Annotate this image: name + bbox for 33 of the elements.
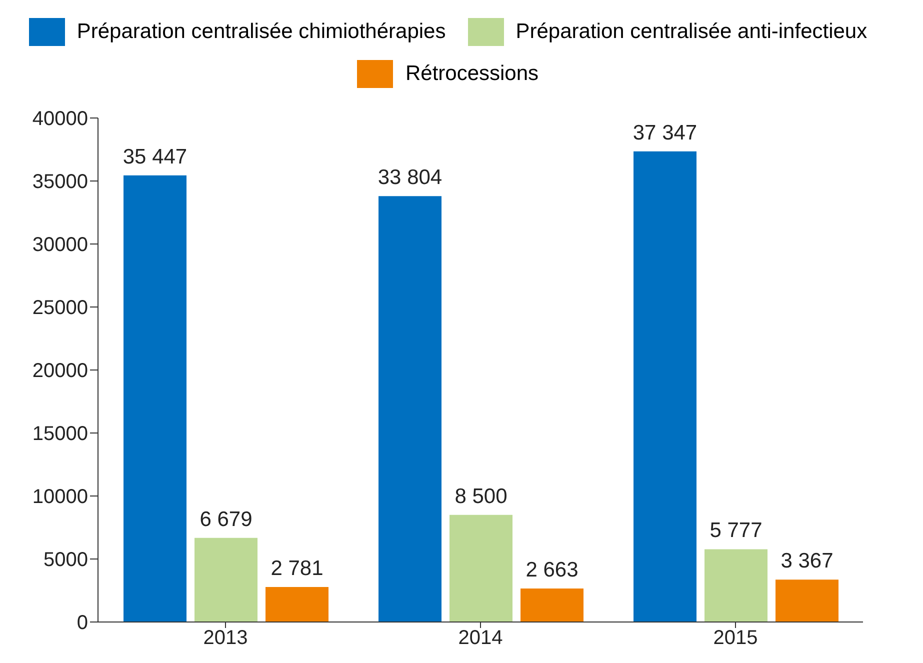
- y-tick-label: 35000: [32, 171, 88, 194]
- y-tick-label: 25000: [32, 297, 88, 320]
- bar: [266, 586, 328, 622]
- bar: [634, 151, 696, 622]
- data-label: 6 679: [200, 508, 252, 531]
- x-tick-label: 2013: [203, 627, 248, 650]
- legend-label: Préparation centralisée anti-infectieux: [516, 20, 868, 44]
- data-label: 2 781: [270, 556, 324, 580]
- y-tick-label: 10000: [32, 486, 88, 508]
- y-tick-label: 5000: [44, 549, 88, 572]
- bar: [194, 538, 258, 622]
- bar: [520, 588, 584, 622]
- y-tick-label: 0: [76, 612, 88, 634]
- bar: [704, 549, 768, 622]
- data-label: 35 447: [122, 145, 188, 168]
- x-tick-label: 2014: [458, 627, 503, 650]
- data-label: 3 367: [780, 550, 834, 573]
- bar: [776, 580, 838, 622]
- y-tick-label: 30000: [32, 234, 88, 256]
- y-tick-label: 40000: [32, 108, 88, 130]
- bar: [378, 196, 442, 622]
- data-label: 33 804: [378, 166, 442, 190]
- y-tick-label: 15000: [32, 423, 88, 446]
- legend-label: Préparation centralisée chimiothérapies: [76, 20, 446, 44]
- x-tick-label: 2015: [713, 627, 758, 650]
- bar: [450, 514, 512, 622]
- y-tick-label: 20000: [32, 360, 88, 382]
- data-label: 2 663: [526, 558, 578, 582]
- data-label: 37 347: [632, 121, 698, 144]
- data-label: 8 500: [454, 484, 508, 508]
- bar: [124, 175, 186, 622]
- data-label: 5 777: [710, 519, 762, 542]
- legend-label: Rétrocessions: [405, 62, 539, 86]
